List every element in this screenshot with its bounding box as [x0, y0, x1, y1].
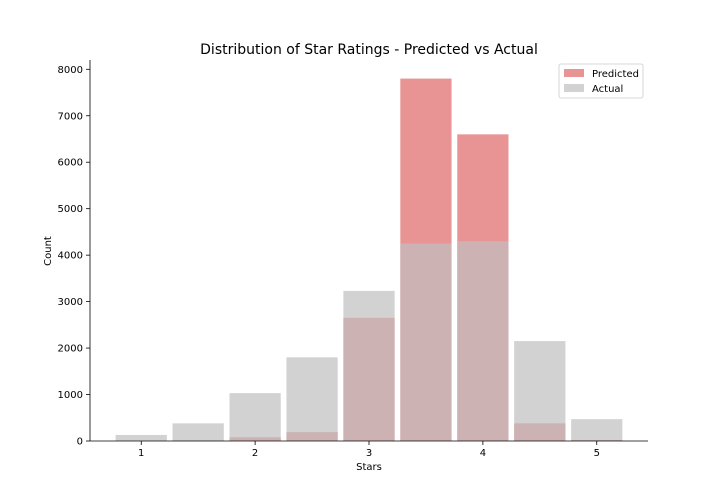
y-tick-label-4: 4000	[58, 251, 83, 262]
x-axis-label: Stars	[356, 462, 382, 473]
y-tick-label-6: 6000	[58, 158, 83, 169]
x-ticks: 1 2 3 4 5	[138, 441, 600, 459]
bar-actual-2	[229, 393, 281, 441]
y-tick-label-7: 7000	[58, 111, 83, 122]
bar-actual-4	[343, 290, 395, 441]
x-tick-label-1: 2	[252, 448, 258, 459]
y-tick-label-1: 1000	[58, 390, 83, 401]
bar-actual-0	[115, 434, 167, 441]
legend: Predicted Actual	[558, 63, 644, 99]
bar-actual-7	[514, 341, 566, 441]
x-tick-label-3: 4	[480, 448, 486, 459]
y-tick-label-8: 8000	[58, 65, 83, 76]
x-tick-label-2: 3	[366, 448, 372, 459]
bar-actual-1	[172, 423, 224, 441]
bar-actual-6	[457, 241, 509, 441]
y-tick-label-0: 0	[77, 437, 83, 448]
bar-actual-5	[400, 243, 452, 441]
x-tick-label-4: 5	[594, 448, 600, 459]
legend-swatch-predicted	[564, 69, 584, 77]
bars-layer	[115, 78, 623, 441]
y-ticks: 0 1000 2000 3000 4000 5000 6000 7000 8000	[58, 65, 90, 448]
y-axis-label: Count	[43, 236, 54, 266]
chart-title: Distribution of Star Ratings - Predicted…	[200, 42, 538, 58]
y-tick-label-5: 5000	[58, 204, 83, 215]
legend-label-predicted: Predicted	[592, 69, 639, 80]
y-tick-label-2: 2000	[58, 344, 83, 355]
legend-swatch-actual	[564, 84, 584, 92]
y-tick-label-3: 3000	[58, 297, 83, 308]
x-tick-label-0: 1	[138, 448, 144, 459]
bar-actual-3	[286, 357, 338, 441]
legend-label-actual: Actual	[592, 84, 623, 95]
bar-actual-8	[571, 419, 623, 441]
